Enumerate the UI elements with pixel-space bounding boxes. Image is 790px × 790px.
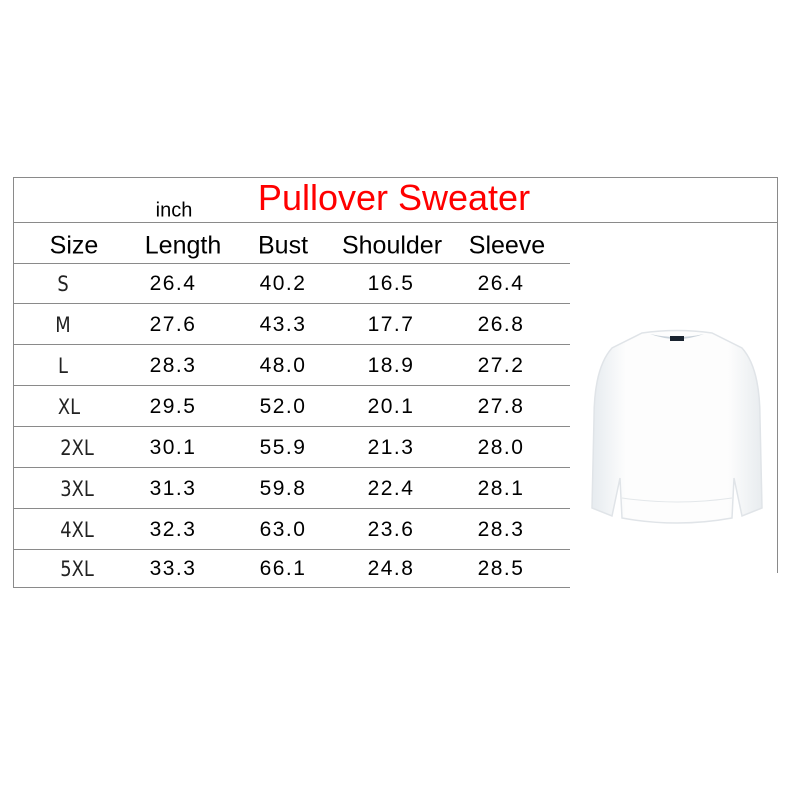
header-sleeve: Sleeve (468, 231, 546, 260)
value-cell: 28.3 (149, 353, 197, 377)
row-divider (13, 303, 570, 304)
value-cell: 27.8 (477, 394, 525, 418)
value-cell: 24.8 (367, 557, 415, 580)
size-cell: 3XL (60, 476, 94, 501)
value-cell: 48.0 (259, 353, 307, 377)
size-cell: XL (57, 394, 81, 419)
row-divider (13, 426, 570, 427)
row-divider (13, 385, 570, 386)
border-right (777, 177, 778, 573)
value-cell: 20.1 (367, 394, 415, 418)
row-divider (13, 263, 570, 264)
value-cell: 21.3 (367, 435, 415, 459)
row-divider (13, 467, 570, 468)
header-length: Length (144, 231, 222, 260)
value-cell: 26.4 (477, 272, 525, 295)
header-size: Size (49, 231, 99, 260)
size-cell: 2XL (60, 435, 94, 460)
value-cell: 32.3 (149, 517, 197, 541)
value-cell: 28.1 (477, 476, 525, 500)
unit-label: inch (155, 199, 193, 222)
value-cell: 43.3 (259, 312, 307, 336)
size-cell: 4XL (60, 517, 94, 542)
chart-title: Pullover Sweater (257, 177, 531, 218)
value-cell: 63.0 (259, 517, 307, 541)
value-cell: 26.8 (477, 312, 525, 336)
value-cell: 29.5 (149, 394, 197, 418)
value-cell: 28.3 (477, 517, 525, 541)
value-cell: 52.0 (259, 394, 307, 418)
header-divider (13, 222, 778, 223)
value-cell: 18.9 (367, 353, 415, 377)
header-shoulder: Shoulder (341, 231, 443, 260)
value-cell: 55.9 (259, 435, 307, 459)
value-cell: 28.5 (477, 557, 525, 580)
value-cell: 59.8 (259, 476, 307, 500)
header-bust: Bust (257, 231, 309, 260)
row-divider (13, 344, 570, 345)
border-top (13, 177, 778, 178)
value-cell: 30.1 (149, 435, 197, 459)
size-cell: L (58, 353, 68, 378)
value-cell: 27.2 (477, 353, 525, 377)
value-cell: 33.3 (149, 557, 197, 580)
sweater-image (591, 329, 763, 524)
size-cell: M (55, 312, 71, 337)
value-cell: 26.4 (149, 272, 197, 295)
row-divider (13, 549, 570, 550)
size-cell: S (57, 272, 69, 296)
value-cell: 17.7 (367, 312, 415, 336)
value-cell: 31.3 (149, 476, 197, 500)
value-cell: 27.6 (149, 312, 197, 336)
value-cell: 28.0 (477, 435, 525, 459)
value-cell: 66.1 (259, 557, 307, 580)
border-left (13, 177, 14, 588)
row-divider (13, 508, 570, 509)
value-cell: 16.5 (367, 272, 415, 295)
row-divider (13, 587, 570, 588)
value-cell: 22.4 (367, 476, 415, 500)
value-cell: 40.2 (259, 272, 307, 295)
value-cell: 23.6 (367, 517, 415, 541)
size-cell: 5XL (60, 557, 94, 581)
